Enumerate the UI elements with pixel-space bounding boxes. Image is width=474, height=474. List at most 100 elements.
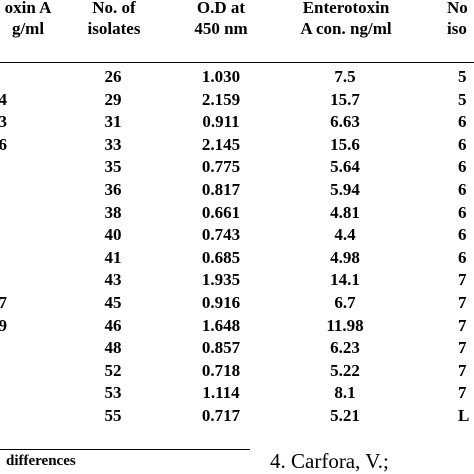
cell-isolates: 52: [104, 360, 122, 380]
cell-conc: 14.1: [330, 270, 360, 290]
cell-left: 3: [0, 382, 12, 405]
cell-isolates: 35: [104, 157, 122, 177]
cell-od: 2.159: [201, 89, 241, 109]
header-od-450nm-line1: O.D at: [196, 0, 246, 17]
cell-od: 0.743: [201, 225, 241, 245]
table-row: 3 40 0.743 4.4 6: [0, 224, 474, 247]
cell-right: 6: [458, 202, 467, 222]
cell-isolates: 45: [104, 292, 122, 312]
cell-conc: 15.6: [330, 134, 360, 154]
cell-right: 7: [458, 383, 467, 403]
cell-od: 1.114: [202, 383, 240, 403]
header-col-right-line2: iso: [447, 19, 467, 38]
cell-left: 37: [0, 292, 7, 312]
cell-right: 7: [458, 338, 467, 358]
cell-left: 74: [0, 89, 7, 109]
header-col-left-line1: oxin A: [4, 0, 52, 17]
header-col-left: oxin A g/ml: [0, 0, 68, 39]
cell-left: 1: [0, 66, 12, 89]
cell-conc: 4.4: [334, 225, 356, 245]
table-bottom-rule: [0, 449, 250, 450]
cell-left: 59: [0, 315, 7, 335]
table-row: 37 45 0.916 6.7 7: [0, 292, 474, 315]
cell-conc: 6.23: [330, 338, 360, 358]
header-no-of-isolates-line2: isolates: [87, 19, 141, 38]
reference-fragment: 4. Carfora, V.;: [270, 449, 389, 473]
cell-left: 1: [0, 202, 12, 225]
cell-isolates: 46: [104, 315, 122, 335]
cell-od: 1.030: [201, 67, 241, 86]
cell-left: 9: [0, 156, 12, 179]
cell-right: 6: [458, 179, 467, 199]
cell-left: 8: [0, 360, 12, 383]
cell-conc: 8.1: [334, 383, 356, 403]
cell-conc: 4.81: [330, 202, 360, 222]
table-row: 9 35 0.775 5.64 6: [0, 156, 474, 179]
cell-right: 6: [458, 225, 467, 245]
cell-isolates: 33: [104, 134, 122, 154]
cell-right: 6: [458, 112, 467, 132]
cell-od: 0.661: [201, 202, 241, 222]
cell-od: 0.817: [201, 179, 241, 199]
cell-isolates: 48: [104, 338, 122, 358]
header-od-450nm: O.D at 450 nm: [179, 0, 263, 39]
cell-conc: 5.21: [330, 405, 360, 425]
cell-od: 0.857: [201, 338, 241, 358]
cell-isolates: 53: [104, 383, 122, 403]
cell-od: 2.145: [201, 134, 241, 154]
cell-conc: 4.98: [330, 247, 360, 267]
cell-isolates: 38: [104, 202, 122, 222]
header-enterotoxin-conc-line1: Enterotoxin: [302, 0, 390, 17]
cell-left: 3: [0, 179, 12, 202]
cell-right: 7: [458, 270, 467, 290]
cell-right: 6: [458, 247, 467, 267]
cell-right: L: [458, 405, 470, 425]
cell-od: 0.916: [201, 292, 241, 312]
cell-od: 0.911: [202, 112, 240, 132]
header-rule: [0, 62, 474, 63]
cell-isolates: 36: [104, 179, 122, 199]
header-col-left-line2: g/ml: [11, 19, 45, 38]
cell-left: 4: [0, 337, 12, 360]
cell-isolates: 41: [104, 247, 122, 267]
table-row: 74 29 2.159 15.7 5: [0, 89, 474, 112]
header-enterotoxin-conc-line2: A con. ng/ml: [300, 19, 392, 38]
cell-conc: 5.64: [330, 157, 360, 177]
cell-od: 1.935: [201, 270, 241, 290]
table-footnote: differences: [6, 453, 76, 469]
cell-right: 7: [458, 315, 467, 335]
table-row: 9 41 0.685 4.98 6: [0, 247, 474, 270]
cell-conc: 11.98: [326, 315, 364, 335]
table-row: 8 52 0.718 5.22 7: [0, 360, 474, 383]
cell-right: 7: [458, 292, 467, 312]
cell-left: 96: [0, 134, 7, 154]
table-row: 1 38 0.661 4.81 6: [0, 202, 474, 225]
table-row: 9 43 1.935 14.1 7: [0, 269, 474, 292]
table-row: 4 48 0.857 6.23 7: [0, 337, 474, 360]
cell-conc: 5.94: [330, 179, 360, 199]
cell-isolates: 31: [104, 112, 122, 132]
cell-left: 3: [0, 405, 12, 428]
table-row: 1 26 1.030 7.5 5: [0, 66, 474, 89]
cell-conc: 5.22: [330, 360, 360, 380]
cell-left: 93: [0, 112, 7, 132]
table-row: 93 31 0.911 6.63 6: [0, 111, 474, 134]
cell-right: 6: [458, 157, 467, 177]
cell-conc: 7.5: [334, 67, 356, 86]
table-body: 1 26 1.030 7.5 5 74 29 2.159 15.7 5 93 3…: [0, 66, 474, 428]
cell-isolates: 55: [104, 405, 122, 425]
cell-od: 0.685: [201, 247, 241, 267]
cell-right: 5: [458, 67, 467, 86]
header-no-of-isolates-line1: No. of: [92, 0, 136, 17]
cell-isolates: 29: [104, 89, 122, 109]
table-row: 96 33 2.145 15.6 6: [0, 134, 474, 157]
header-od-450nm-line2: 450 nm: [194, 19, 248, 38]
cell-right: 5: [458, 89, 467, 109]
cell-od: 0.718: [201, 360, 241, 380]
header-enterotoxin-conc: Enterotoxin A con. ng/ml: [290, 0, 402, 39]
header-no-of-isolates: No. of isolates: [78, 0, 150, 39]
table-row: 3 53 1.114 8.1 7: [0, 382, 474, 405]
cell-od: 0.775: [201, 157, 241, 177]
table-row: 3 55 0.717 5.21 L: [0, 405, 474, 428]
